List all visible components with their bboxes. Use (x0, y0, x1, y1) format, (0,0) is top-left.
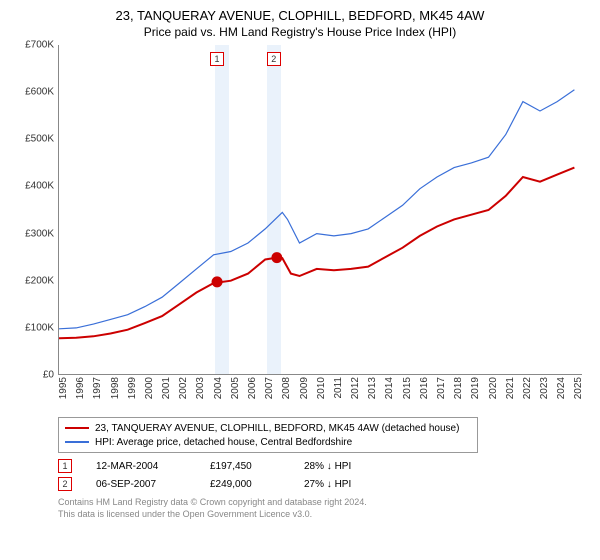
event-price: £197,450 (210, 461, 280, 472)
x-tick-label: 1997 (92, 377, 103, 399)
x-tick-label: 2001 (161, 377, 172, 399)
x-tick-label: 2007 (264, 377, 275, 399)
x-tick-label: 2018 (453, 377, 464, 399)
x-tick-label: 2020 (488, 377, 499, 399)
legend-label-hpi: HPI: Average price, detached house, Cent… (95, 437, 352, 448)
legend-swatch-hpi (65, 441, 89, 443)
event-price: £249,000 (210, 479, 280, 490)
chart-container: 23, TANQUERAY AVENUE, CLOPHILL, BEDFORD,… (0, 0, 600, 560)
x-tick-label: 2022 (522, 377, 533, 399)
y-tick-label: £500K (25, 134, 54, 145)
legend-item-hpi: HPI: Average price, detached house, Cent… (65, 435, 471, 449)
footer-line: Contains HM Land Registry data © Crown c… (58, 497, 590, 509)
x-tick-label: 2015 (402, 377, 413, 399)
x-tick-label: 2012 (350, 377, 361, 399)
x-tick-label: 2014 (384, 377, 395, 399)
series-line-hpi (59, 90, 574, 329)
x-tick-label: 2019 (470, 377, 481, 399)
y-tick-label: £700K (25, 40, 54, 51)
x-tick-label: 1998 (110, 377, 121, 399)
x-tick-label: 2010 (316, 377, 327, 399)
event-row: 2 06-SEP-2007 £249,000 27% ↓ HPI (58, 475, 590, 493)
legend-swatch-property (65, 427, 89, 429)
x-tick-label: 2006 (247, 377, 258, 399)
y-tick-label: £300K (25, 228, 54, 239)
event-marker-box: 1 (58, 459, 72, 473)
legend: 23, TANQUERAY AVENUE, CLOPHILL, BEDFORD,… (58, 417, 478, 453)
legend-item-property: 23, TANQUERAY AVENUE, CLOPHILL, BEDFORD,… (65, 421, 471, 435)
y-tick-label: £200K (25, 275, 54, 286)
event-diff: 28% ↓ HPI (304, 461, 351, 472)
x-axis: 1995 1996 1997 1998 1999 2000 2001 2002 2003 2004… (58, 375, 582, 415)
footer-line: This data is licensed under the Open Gov… (58, 509, 590, 521)
event-diff: 27% ↓ HPI (304, 479, 351, 490)
event-date: 06-SEP-2007 (96, 479, 186, 490)
x-tick-label: 2021 (505, 377, 516, 399)
x-tick-label: 2023 (539, 377, 550, 399)
x-tick-label: 2024 (556, 377, 567, 399)
chart-svg (59, 45, 583, 375)
y-tick-label: £400K (25, 181, 54, 192)
x-tick-label: 1995 (58, 377, 69, 399)
x-tick-label: 2005 (230, 377, 241, 399)
x-tick-label: 2003 (195, 377, 206, 399)
plot-area: 12 (58, 45, 582, 375)
x-tick-label: 2002 (178, 377, 189, 399)
series-line-property (59, 168, 574, 339)
page-title: 23, TANQUERAY AVENUE, CLOPHILL, BEDFORD,… (10, 8, 590, 23)
y-tick-label: £600K (25, 87, 54, 98)
x-tick-label: 2016 (419, 377, 430, 399)
x-tick-label: 2008 (281, 377, 292, 399)
x-tick-label: 2004 (213, 377, 224, 399)
series-marker (212, 277, 222, 287)
chart-area: £0£100K£200K£300K£400K£500K£600K£700K 12… (10, 45, 590, 415)
y-axis: £0£100K£200K£300K£400K£500K£600K£700K (10, 45, 58, 375)
page-subtitle: Price paid vs. HM Land Registry's House … (10, 25, 590, 39)
series-marker (272, 253, 282, 263)
x-tick-label: 2017 (436, 377, 447, 399)
events-table: 1 12-MAR-2004 £197,450 28% ↓ HPI 2 06-SE… (58, 457, 590, 493)
x-tick-label: 2009 (299, 377, 310, 399)
y-tick-label: £100K (25, 322, 54, 333)
x-tick-label: 2013 (367, 377, 378, 399)
x-tick-label: 2011 (333, 377, 344, 399)
chart-marker-box: 1 (210, 52, 224, 66)
legend-label-property: 23, TANQUERAY AVENUE, CLOPHILL, BEDFORD,… (95, 423, 459, 434)
x-tick-label: 1999 (127, 377, 138, 399)
event-row: 1 12-MAR-2004 £197,450 28% ↓ HPI (58, 457, 590, 475)
x-tick-label: 1996 (75, 377, 86, 399)
x-tick-label: 2025 (573, 377, 584, 399)
x-tick-label: 2000 (144, 377, 155, 399)
y-tick-label: £0 (43, 370, 54, 381)
chart-marker-box: 2 (267, 52, 281, 66)
event-marker-box: 2 (58, 477, 72, 491)
event-date: 12-MAR-2004 (96, 461, 186, 472)
footer-attribution: Contains HM Land Registry data © Crown c… (58, 497, 590, 520)
